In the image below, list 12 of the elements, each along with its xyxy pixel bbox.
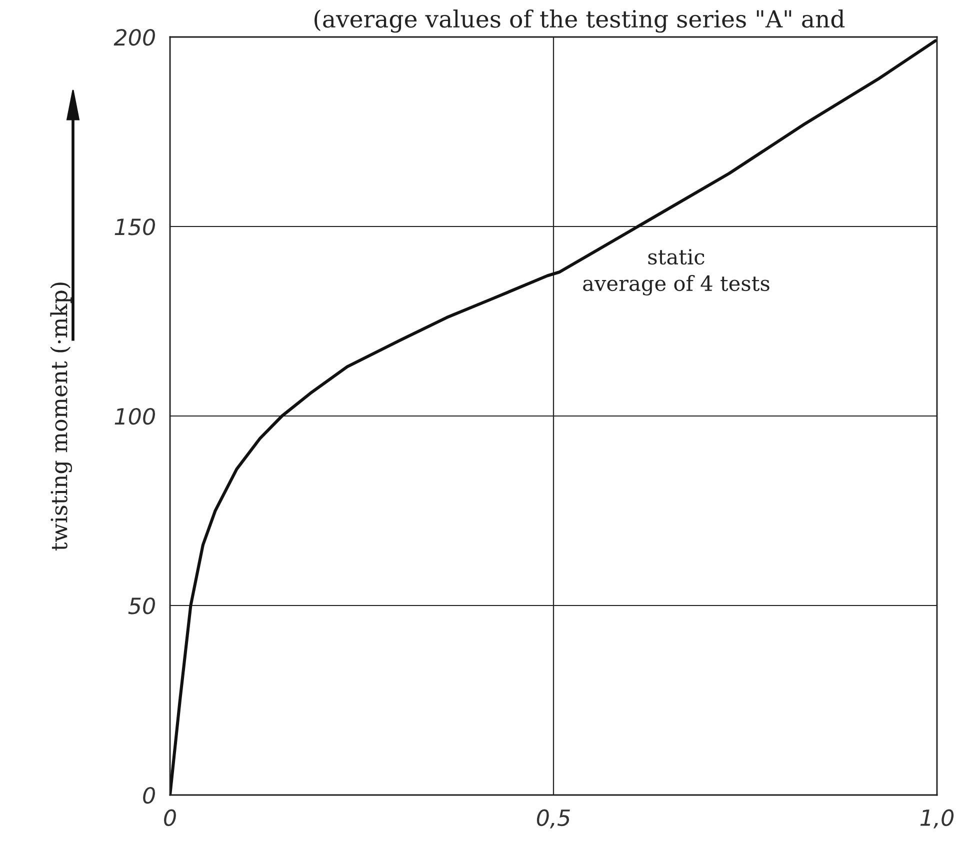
y-tick-label: 200 [114, 28, 155, 46]
y-tick-label: 150 [114, 218, 155, 236]
x-tick-label: 1,0 [920, 809, 954, 828]
chart-title: (average values of the testing series "A" and [314, 9, 845, 33]
y-axis-title: twisting moment (·mkp) [50, 282, 72, 550]
x-tick-label: 0,5 [536, 809, 570, 828]
line-series [170, 39, 937, 795]
annotation: static average of 4 tests [583, 249, 770, 296]
y-tick-label: 0 [143, 786, 155, 804]
x-tick-label: 0 [164, 809, 176, 826]
y-tick-label: 50 [128, 597, 155, 614]
y-tick-label: 100 [114, 408, 155, 425]
